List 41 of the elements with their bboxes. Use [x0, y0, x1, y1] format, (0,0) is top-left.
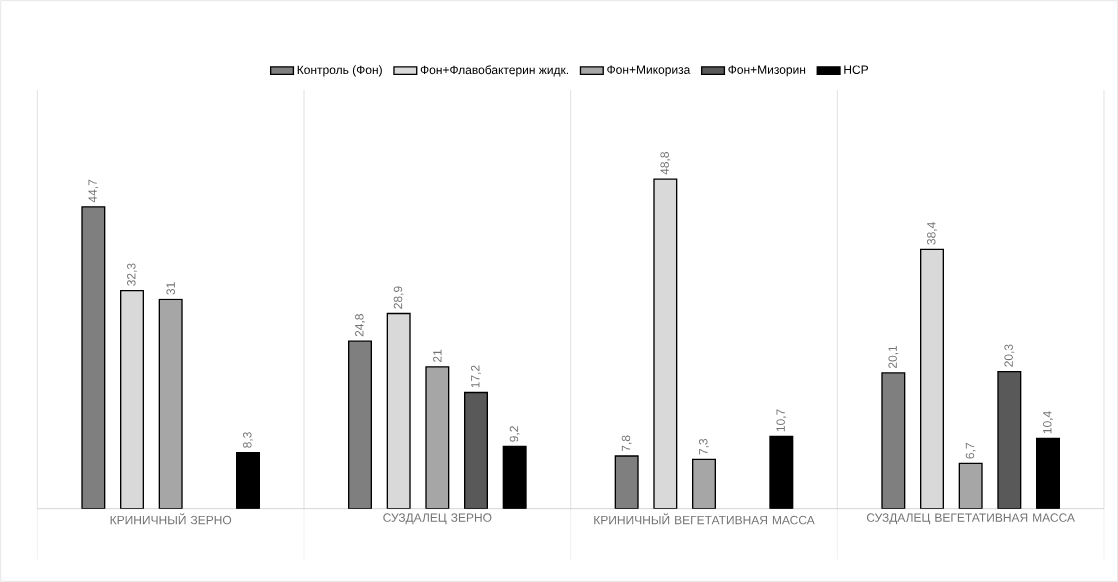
x-tick-label: СУЗДАЛЕЦ ЗЕРНО: [383, 513, 492, 525]
data-label: 21: [433, 349, 442, 362]
x-tick-label: КРИНИЧНЫЙ ВЕГЕТАТИВНАЯ МАССА: [594, 513, 815, 525]
data-label: 17,2: [471, 365, 481, 388]
data-label: 48,8: [660, 152, 671, 175]
bar: [464, 391, 489, 509]
bar: [120, 289, 145, 509]
x-tick-label: КРИНИЧНЫЙ ЗЕРНО: [110, 513, 232, 525]
legend-label: Фон+Флавобактерин жидк.: [420, 65, 569, 77]
bar: [614, 455, 639, 509]
bar: [653, 178, 678, 509]
data-label: 20,1: [888, 345, 899, 369]
data-label: 7,3: [699, 438, 709, 455]
data-label: 9,2: [509, 426, 520, 442]
data-label: 10,4: [1043, 411, 1053, 434]
legend-label: Фон+Мизорин: [728, 65, 806, 77]
data-label: 31: [166, 282, 175, 295]
bar: [348, 340, 373, 509]
data-label: 28,9: [393, 286, 404, 309]
legend-label: НСР: [844, 65, 869, 74]
data-label: 8,3: [243, 432, 253, 448]
bar: [920, 248, 944, 509]
bar: [386, 312, 411, 509]
data-label: 6,7: [965, 443, 976, 459]
data-label: 24,8: [355, 314, 365, 337]
bar: [81, 206, 106, 509]
bar: [692, 458, 716, 509]
data-label: 44,7: [88, 179, 99, 203]
legend-label: Контроль (Фон): [297, 65, 382, 77]
data-label: 7,8: [621, 435, 632, 452]
data-label: 10,7: [776, 409, 787, 432]
bar: [997, 370, 1022, 509]
bar: [958, 462, 983, 509]
data-label: 20,3: [1004, 344, 1015, 367]
x-tick-label: СУЗДАЛЕЦ ВЕГЕТАТИВНАЯ МАССА: [866, 513, 1075, 525]
bar: [881, 372, 906, 509]
legend-label: Фон+Микориза: [607, 65, 691, 77]
data-label: 38,4: [927, 222, 937, 245]
bar: [158, 298, 183, 509]
bar: [425, 366, 450, 509]
data-label: 32,3: [127, 263, 137, 286]
